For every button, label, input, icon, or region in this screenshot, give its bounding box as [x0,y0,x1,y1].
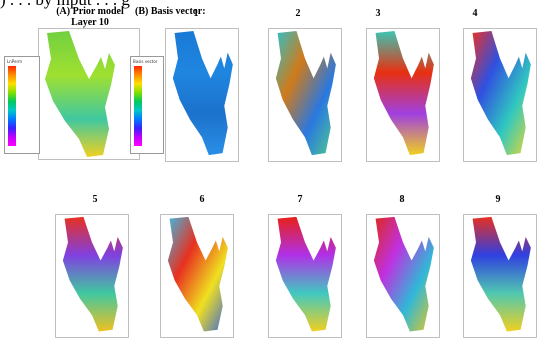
basis-vector-panel-6 [160,214,234,338]
basis-vector-map-2 [275,30,336,156]
prior-model-title-line2: Layer 10 [71,17,109,28]
prior-model-legend: LnPerm [4,56,40,154]
basis-vector-map-7 [275,216,336,332]
basis-vector-map-5 [62,216,123,332]
basis-vector-map-9 [470,216,531,332]
basis-vector-panel-1 [165,28,239,162]
basis-vector-field-6 [167,216,228,332]
basis-vector-panel-7 [268,214,342,338]
basis-vector-field-1 [172,30,233,156]
basis-vector-label-8: 8 [399,194,405,205]
prior-model-title: (A) Prior model Layer 10 [40,6,140,28]
basis-vector-field-8 [373,216,434,332]
basis-vector-field-9 [470,216,531,332]
basis-vector-map-4 [470,30,531,156]
basis-vector-field-2 [275,30,336,156]
basis-vector-panel-9 [463,214,537,338]
basis-vector-label-9: 9 [495,194,501,205]
basis-vector-label-3: 3 [375,8,381,19]
basis-legend-colorbar [134,66,142,146]
basis-vector-label-6: 6 [199,194,205,205]
basis-vector-field-4 [470,30,531,156]
basis-vector-title: (B) Basis vector: [135,6,206,17]
basis-vector-label-7: 7 [297,194,303,205]
basis-vector-label-1: 1 [193,8,199,19]
caption-fragment: ) . . . by mput . . . g [0,0,540,10]
basis-vector-panel-2 [268,28,342,162]
prior-model-title-line1: (A) Prior model [56,6,124,17]
basis-vector-field-3 [373,30,434,156]
basis-vector-field-5 [62,216,123,332]
basis-vector-map-6 [167,216,228,332]
prior-legend-title: LnPerm [7,59,22,64]
basis-vector-map-1 [172,30,233,156]
basis-vector-label-2: 2 [295,8,301,19]
basis-vector-panel-3 [366,28,440,162]
basis-legend-title: Basis vector [133,59,158,64]
prior-model-map [45,31,115,157]
basis-vector-panel-5 [55,214,129,338]
basis-vector-label-4: 4 [472,8,478,19]
basis-vector-panel-8 [366,214,440,338]
prior-legend-colorbar [8,66,16,146]
basis-vector-map-3 [373,30,434,156]
prior-model-panel [38,28,140,160]
basis-vector-field-7 [275,216,336,332]
basis-vector-panel-4 [463,28,537,162]
basis-vector-map-8 [373,216,434,332]
prior-model-field [45,31,115,157]
basis-vector-label-5: 5 [92,194,98,205]
basis-vector-legend: Basis vector [130,56,164,154]
